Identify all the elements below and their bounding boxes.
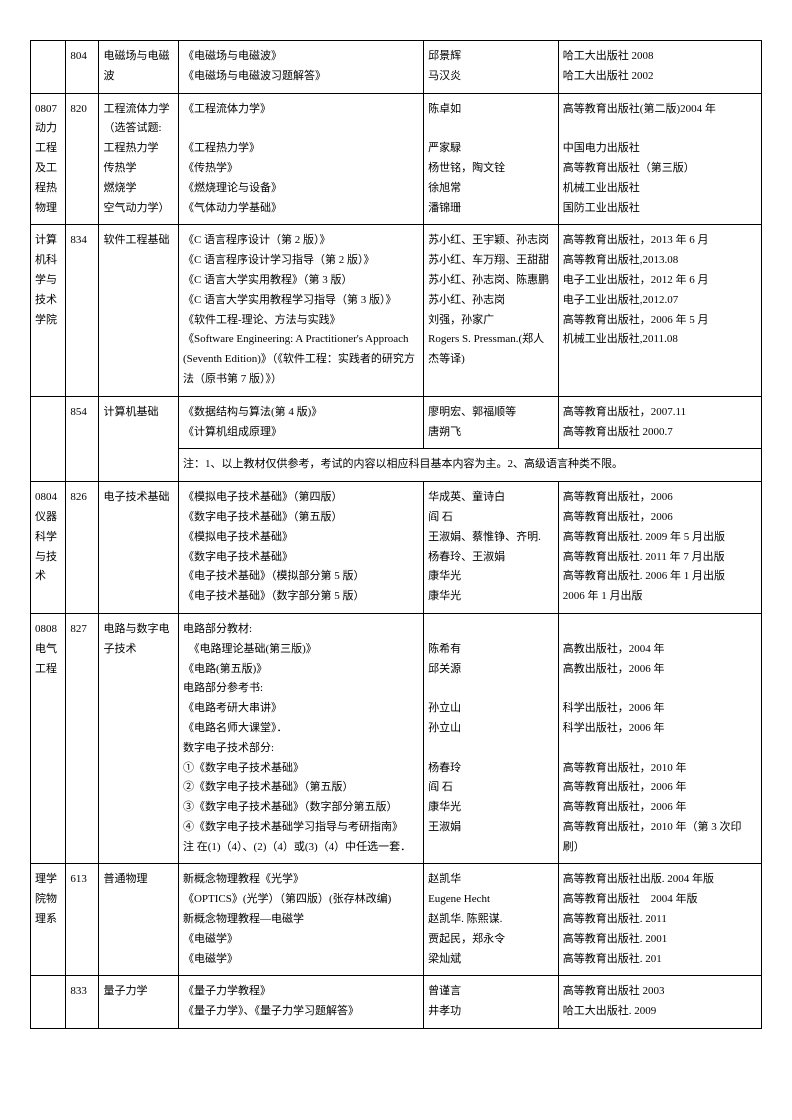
- cell-author: 华成英、童诗白阎 石王淑娟、蔡惟铮、齐明.杨春玲、王淑娟康华光康华光: [424, 482, 559, 614]
- cell-dept: [31, 396, 66, 481]
- cell-code: 827: [66, 613, 99, 864]
- cell-author: 曾谨言井孝功: [424, 976, 559, 1029]
- cell-publisher: 哈工大出版社 2008哈工大出版社 2002: [558, 41, 761, 94]
- cell-code: 826: [66, 482, 99, 614]
- cell-author: 陈希有邱关源 孙立山孙立山 杨春玲阎 石康华光王淑娟: [424, 613, 559, 864]
- cell-code: 613: [66, 864, 99, 976]
- cell-publisher: 高教出版社，2004 年高教出版社，2006 年 科学出版社，2006 年科学出…: [558, 613, 761, 864]
- cell-book: 电路部分教材: 《电路理论基础(第三版)》《电路(第五版)》电路部分参考书:《电…: [178, 613, 423, 864]
- cell-book: 新概念物理教程《光学》《OPTICS》(光学）（第四版）(张存林改编)新概念物理…: [178, 864, 423, 976]
- cell-author: 苏小红、王宇颖、孙志岗苏小红、车万翔、王甜甜苏小红、孙志岗、陈惠鹏苏小红、孙志岗…: [424, 225, 559, 396]
- cell-dept: 0804仪器科学与技术: [31, 482, 66, 614]
- cell-dept: 0807动力工程及工程热物理: [31, 93, 66, 225]
- cell-subject: 计算机基础: [99, 396, 179, 481]
- cell-note: 注：1、以上教材仅供参考，考试的内容以相应科目基本内容为主。2、高级语言种类不限…: [178, 449, 761, 482]
- cell-subject: 软件工程基础: [99, 225, 179, 396]
- cell-book: 《数据结构与算法(第 4 版)》《计算机组成原理》: [178, 396, 423, 449]
- table-row: 0804仪器科学与技术826电子技术基础《模拟电子技术基础》（第四版）《数字电子…: [31, 482, 762, 614]
- cell-author: 廖明宏、郭福顺等唐朔飞: [424, 396, 559, 449]
- reference-table: 804电磁场与电磁波《电磁场与电磁波》《电磁场与电磁波习题解答》邱景辉马汉炎哈工…: [30, 40, 762, 1029]
- cell-subject: 电子技术基础: [99, 482, 179, 614]
- table-row: 计算机科学与技术学院834软件工程基础《C 语言程序设计（第 2 版）》《C 语…: [31, 225, 762, 396]
- cell-dept: [31, 41, 66, 94]
- cell-publisher: 高等教育出版社，2013 年 6 月高等教育出版社,2013.08电子工业出版社…: [558, 225, 761, 396]
- cell-dept: 理学院物理系: [31, 864, 66, 976]
- table-row: 0807动力工程及工程热物理820工程流体力学（选答试题:工程热力学传热学燃烧学…: [31, 93, 762, 225]
- table-row: 理学院物理系613普通物理新概念物理教程《光学》《OPTICS》(光学）（第四版…: [31, 864, 762, 976]
- cell-author: 赵凯华Eugene Hecht赵凯华. 陈熙谋.贾起民，郑永令梁灿斌: [424, 864, 559, 976]
- cell-subject: 工程流体力学（选答试题:工程热力学传热学燃烧学空气动力学）: [99, 93, 179, 225]
- cell-dept: [31, 976, 66, 1029]
- cell-author: 邱景辉马汉炎: [424, 41, 559, 94]
- cell-subject: 量子力学: [99, 976, 179, 1029]
- cell-publisher: 高等教育出版社，2007.11高等教育出版社 2000.7: [558, 396, 761, 449]
- cell-subject: 电磁场与电磁波: [99, 41, 179, 94]
- cell-book: 《模拟电子技术基础》（第四版）《数字电子技术基础》（第五版）《模拟电子技术基础》…: [178, 482, 423, 614]
- cell-book: 《工程流体力学》 《工程热力学》《传热学》《燃烧理论与设备》《气体动力学基础》: [178, 93, 423, 225]
- cell-dept: 0808电气工程: [31, 613, 66, 864]
- cell-author: 陈卓如 严家騄杨世铭，陶文铨徐旭常潘锦珊: [424, 93, 559, 225]
- table-row: 833量子力学《量子力学教程》《量子力学》、《量子力学习题解答》曾谨言井孝功高等…: [31, 976, 762, 1029]
- cell-publisher: 高等教育出版社，2006高等教育出版社，2006高等教育出版社. 2009 年 …: [558, 482, 761, 614]
- cell-publisher: 高等教育出版社 2003哈工大出版社. 2009: [558, 976, 761, 1029]
- table-row: 0808电气工程827电路与数字电子技术电路部分教材: 《电路理论基础(第三版)…: [31, 613, 762, 864]
- cell-code: 833: [66, 976, 99, 1029]
- cell-code: 804: [66, 41, 99, 94]
- cell-dept: 计算机科学与技术学院: [31, 225, 66, 396]
- cell-book: 《量子力学教程》《量子力学》、《量子力学习题解答》: [178, 976, 423, 1029]
- cell-book: 《电磁场与电磁波》《电磁场与电磁波习题解答》: [178, 41, 423, 94]
- cell-subject: 电路与数字电子技术: [99, 613, 179, 864]
- cell-code: 854: [66, 396, 99, 481]
- table-row: 804电磁场与电磁波《电磁场与电磁波》《电磁场与电磁波习题解答》邱景辉马汉炎哈工…: [31, 41, 762, 94]
- cell-publisher: 高等教育出版社出版. 2004 年版高等教育出版社 2004 年版高等教育出版社…: [558, 864, 761, 976]
- cell-code: 820: [66, 93, 99, 225]
- cell-code: 834: [66, 225, 99, 396]
- cell-publisher: 高等教育出版社(第二版)2004 年 中国电力出版社高等教育出版社（第三版）机械…: [558, 93, 761, 225]
- cell-book: 《C 语言程序设计（第 2 版）》《C 语言程序设计学习指导（第 2 版）》《C…: [178, 225, 423, 396]
- cell-subject: 普通物理: [99, 864, 179, 976]
